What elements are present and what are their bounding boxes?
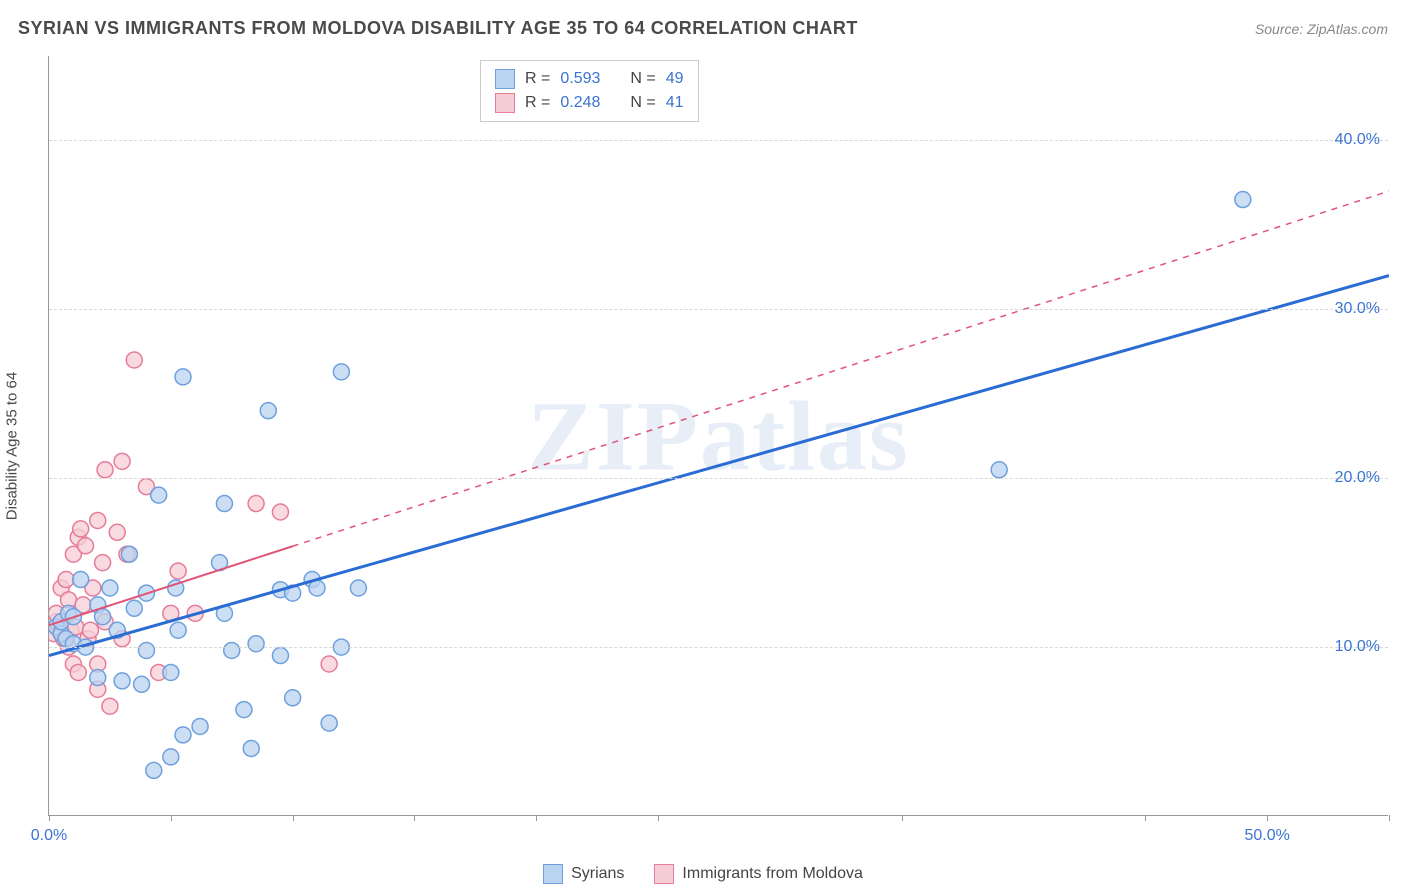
- data-point: [70, 664, 86, 680]
- data-point: [285, 690, 301, 706]
- data-point: [138, 642, 154, 658]
- data-point: [163, 664, 179, 680]
- source-name: ZipAtlas.com: [1307, 21, 1388, 37]
- data-point: [146, 762, 162, 778]
- scatter-svg: [49, 56, 1389, 816]
- data-point: [151, 487, 167, 503]
- data-point: [58, 572, 74, 588]
- data-point: [236, 702, 252, 718]
- x-tick: [658, 815, 659, 821]
- data-point: [109, 524, 125, 540]
- data-point: [121, 546, 137, 562]
- data-point: [991, 462, 1007, 478]
- n-label: N =: [630, 91, 655, 115]
- trend-line-dashed: [293, 191, 1389, 546]
- n-value-moldova: 41: [666, 91, 684, 115]
- data-point: [333, 364, 349, 380]
- legend-row-moldova: R = 0.248 N = 41: [495, 91, 684, 115]
- x-tick: [1389, 815, 1390, 821]
- data-point: [1235, 192, 1251, 208]
- data-point: [97, 462, 113, 478]
- legend-correlation: R = 0.593 N = 49 R = 0.248 N = 41: [480, 60, 699, 122]
- data-point: [321, 715, 337, 731]
- data-point: [175, 369, 191, 385]
- x-tick: [536, 815, 537, 821]
- data-point: [95, 609, 111, 625]
- data-point: [102, 580, 118, 596]
- gridline: [49, 478, 1388, 479]
- data-point: [78, 538, 94, 554]
- swatch-syrians-icon: [543, 864, 563, 884]
- title-bar: SYRIAN VS IMMIGRANTS FROM MOLDOVA DISABI…: [18, 18, 1388, 39]
- swatch-syrians: [495, 69, 515, 89]
- r-value-moldova: 0.248: [560, 91, 600, 115]
- data-point: [126, 600, 142, 616]
- data-point: [163, 749, 179, 765]
- plot-area: ZIPatlas 10.0%20.0%30.0%40.0%0.0%50.0%: [48, 56, 1388, 816]
- legend-label-syrians: Syrians: [571, 865, 624, 883]
- legend-item-syrians: Syrians: [543, 864, 624, 884]
- x-tick: [902, 815, 903, 821]
- data-point: [272, 504, 288, 520]
- x-tick: [414, 815, 415, 821]
- data-point: [248, 496, 264, 512]
- x-tick-label: 50.0%: [1244, 827, 1289, 845]
- data-point: [224, 642, 240, 658]
- data-point: [248, 636, 264, 652]
- x-tick: [1267, 815, 1268, 821]
- x-tick: [1145, 815, 1146, 821]
- data-point: [73, 521, 89, 537]
- x-tick: [49, 815, 50, 821]
- data-point: [272, 648, 288, 664]
- chart-title: SYRIAN VS IMMIGRANTS FROM MOLDOVA DISABI…: [18, 18, 858, 39]
- data-point: [73, 572, 89, 588]
- legend-row-syrians: R = 0.593 N = 49: [495, 67, 684, 91]
- x-tick: [293, 815, 294, 821]
- data-point: [90, 670, 106, 686]
- r-value-syrians: 0.593: [560, 67, 600, 91]
- trend-line: [49, 276, 1389, 656]
- swatch-moldova-icon: [654, 864, 674, 884]
- r-label: R =: [525, 91, 550, 115]
- source-text: Source: ZipAtlas.com: [1255, 21, 1388, 37]
- gridline: [49, 647, 1388, 648]
- n-value-syrians: 49: [666, 67, 684, 91]
- data-point: [134, 676, 150, 692]
- data-point: [350, 580, 366, 596]
- data-point: [114, 673, 130, 689]
- chart-container: SYRIAN VS IMMIGRANTS FROM MOLDOVA DISABI…: [0, 0, 1406, 892]
- data-point: [95, 555, 111, 571]
- gridline: [49, 309, 1388, 310]
- data-point: [114, 453, 130, 469]
- r-label: R =: [525, 67, 550, 91]
- legend-series: Syrians Immigrants from Moldova: [0, 864, 1406, 884]
- legend-label-moldova: Immigrants from Moldova: [682, 865, 863, 883]
- x-tick: [171, 815, 172, 821]
- source-prefix: Source:: [1255, 21, 1307, 37]
- data-point: [170, 622, 186, 638]
- data-point: [260, 403, 276, 419]
- y-tick-label: 40.0%: [1335, 131, 1380, 149]
- data-point: [90, 512, 106, 528]
- x-tick-label: 0.0%: [31, 827, 67, 845]
- data-point: [192, 718, 208, 734]
- y-tick-label: 30.0%: [1335, 300, 1380, 318]
- data-point: [175, 727, 191, 743]
- data-point: [321, 656, 337, 672]
- legend-item-moldova: Immigrants from Moldova: [654, 864, 863, 884]
- data-point: [102, 698, 118, 714]
- data-point: [243, 740, 259, 756]
- data-point: [126, 352, 142, 368]
- y-axis-label: Disability Age 35 to 64: [4, 372, 21, 520]
- data-point: [216, 496, 232, 512]
- gridline: [49, 140, 1388, 141]
- data-point: [170, 563, 186, 579]
- y-tick-label: 20.0%: [1335, 469, 1380, 487]
- n-label: N =: [630, 67, 655, 91]
- data-point: [82, 622, 98, 638]
- swatch-moldova: [495, 93, 515, 113]
- y-tick-label: 10.0%: [1335, 638, 1380, 656]
